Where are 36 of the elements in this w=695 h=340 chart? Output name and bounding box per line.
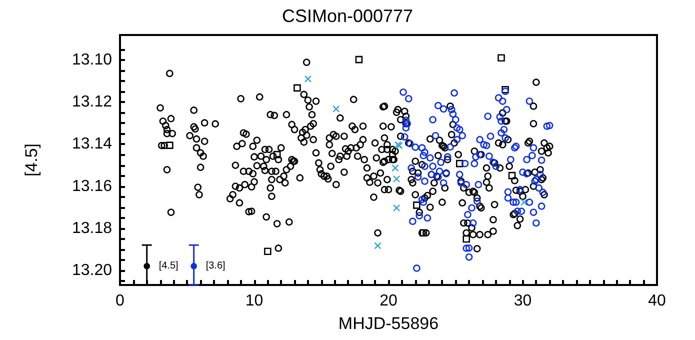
y-tick-label: 13.10 [72, 52, 112, 69]
y-tick-label: 13.18 [72, 220, 112, 237]
point [498, 54, 505, 62]
x-tick-label: 0 [116, 292, 125, 310]
x-tick-label: 20 [380, 292, 398, 310]
x-tick-label: 40 [648, 292, 666, 310]
point [456, 160, 464, 168]
y-tick-label: 13.12 [72, 94, 112, 111]
x-tick-label: 30 [514, 292, 532, 310]
point [304, 75, 312, 83]
point [392, 175, 400, 183]
point [392, 164, 399, 172]
point [462, 235, 470, 243]
point [374, 242, 382, 250]
y-tick-label: 13.14 [72, 136, 112, 153]
y-tick-label: 13.20 [72, 262, 112, 279]
point [420, 229, 428, 237]
point [413, 202, 420, 209]
annotation: [4.5] [158, 260, 179, 272]
y-tick-label: 13.16 [72, 178, 112, 195]
point [144, 262, 150, 270]
point [392, 204, 400, 212]
point [294, 84, 301, 92]
point [332, 105, 340, 113]
chart-title: CSIMon-000777 [282, 6, 414, 26]
x-axis-title: MHJD-55896 [338, 314, 439, 333]
x-tick-label: 10 [245, 292, 264, 310]
point [520, 198, 528, 206]
annotation: [3.6] [206, 260, 226, 272]
point [273, 150, 281, 158]
point [264, 248, 272, 256]
point [190, 262, 197, 270]
point [166, 142, 174, 149]
point [355, 56, 363, 64]
y-axis-title: [4.5] [22, 143, 41, 177]
point [508, 172, 516, 180]
